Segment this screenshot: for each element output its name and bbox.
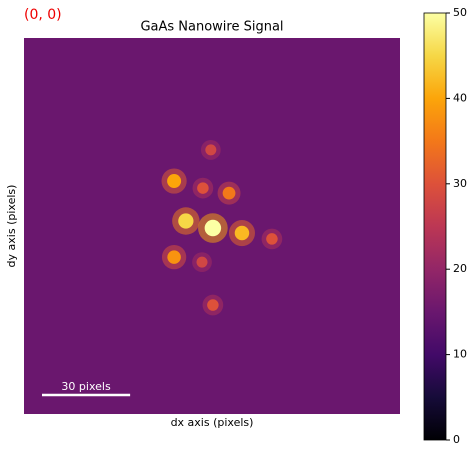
- spot: [196, 256, 208, 268]
- x-axis-label: dx axis (pixels): [171, 416, 254, 429]
- scale-bar-label: 30 pixels: [61, 380, 111, 393]
- spot: [205, 144, 217, 156]
- corner-label: (0, 0): [24, 7, 62, 23]
- spot: [234, 225, 250, 241]
- colorbar: [423, 12, 447, 441]
- colorbar-tick-label: 50: [453, 6, 467, 19]
- spot: [207, 299, 219, 311]
- spot: [222, 186, 236, 200]
- y-axis-label: dy axis (pixels): [5, 185, 18, 268]
- spot: [204, 219, 222, 237]
- spot: [167, 174, 182, 189]
- spot: [178, 213, 194, 229]
- chart-title: GaAs Nanowire Signal: [140, 20, 283, 35]
- colorbar-tick-label: 10: [453, 348, 467, 361]
- spot: [266, 233, 278, 245]
- colorbar-tick-label: 30: [453, 177, 467, 190]
- spot: [197, 182, 209, 194]
- colorbar-tick-label: 40: [453, 91, 467, 104]
- spot: [167, 250, 181, 264]
- colorbar-tick-label: 0: [453, 433, 460, 446]
- colorbar-tick-label: 20: [453, 262, 467, 275]
